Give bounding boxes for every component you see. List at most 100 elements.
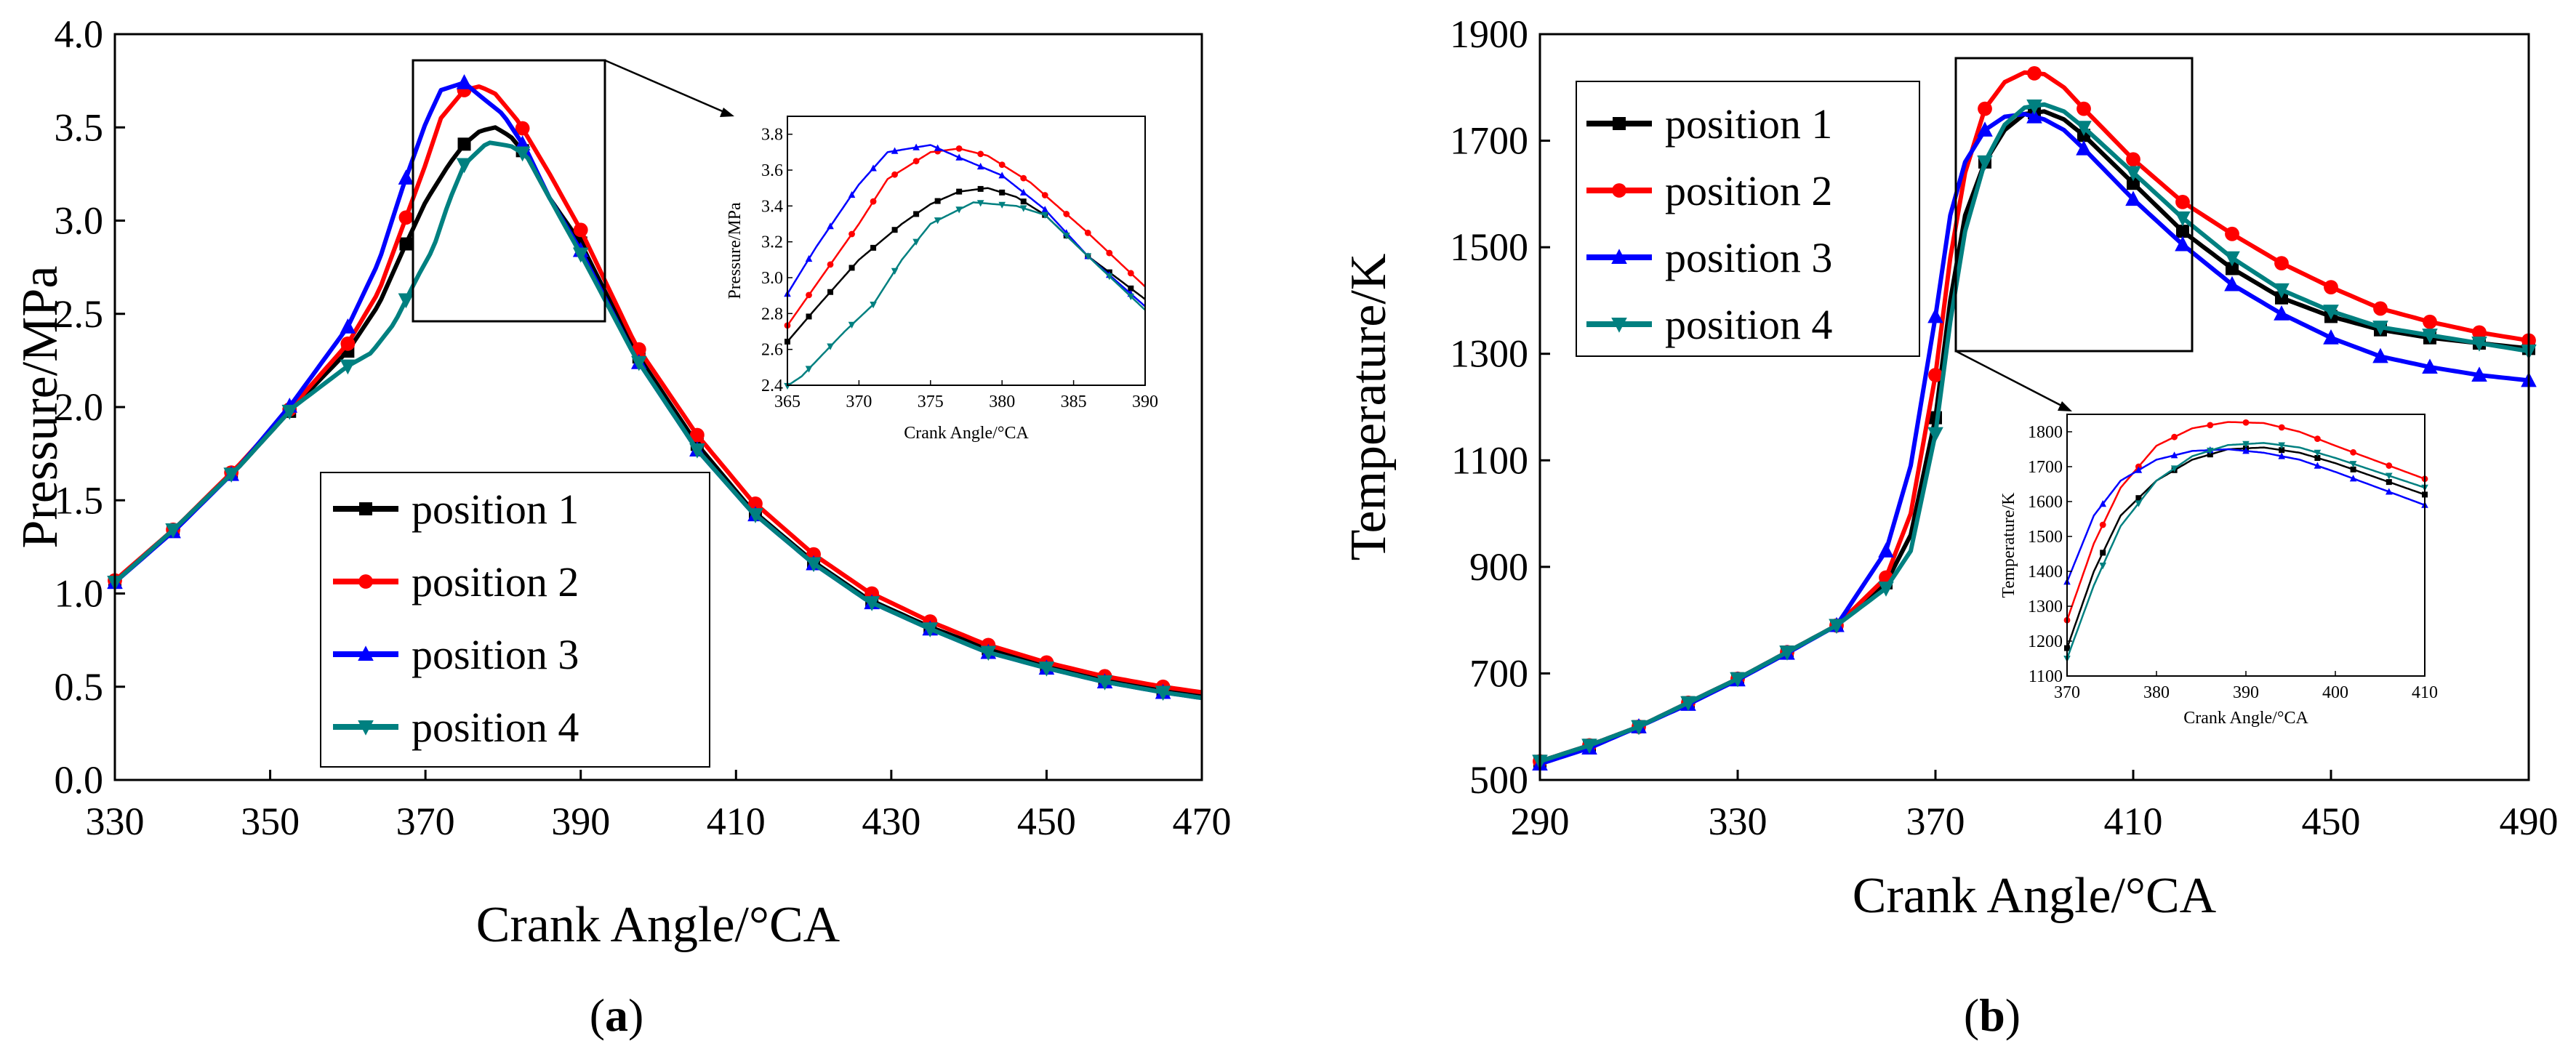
panel-b-inset-marker-position-1 xyxy=(2350,466,2356,472)
panel-a-pressure-chart: 330 350 370 390 410 430 450 470 0.0 0.5 1.0 1.5 2.0 2… xyxy=(12,12,1232,1041)
panel-b-y-tick-label: 900 xyxy=(1469,545,1528,589)
panel-a-legend-label: position 2 xyxy=(412,558,579,606)
panel-a-marker-position-4 xyxy=(1155,685,1171,701)
panel-a-legend-swatch-marker xyxy=(358,645,374,661)
panel-b-inset-x-tick-label: 400 xyxy=(2322,683,2348,702)
panel-b-marker-position-2 xyxy=(2324,280,2338,295)
panel-a-inset-marker-position-2 xyxy=(1063,211,1070,217)
panel-b-marker-position-4 xyxy=(2076,121,2092,136)
panel-b-inset-marker-position-4 xyxy=(2386,472,2393,480)
panel-a-plot-area xyxy=(107,73,1203,701)
panel-a-zoom-arrowhead xyxy=(720,108,734,117)
panel-a-legend-label: position 4 xyxy=(412,704,579,751)
panel-b-legend-swatch-marker xyxy=(1613,117,1626,130)
panel-b-ticks: 290 330 370 410 450 490 500 700 900 1100 1300 1500 1… xyxy=(1450,12,2559,843)
panel-a-inset-marker-position-4 xyxy=(848,321,856,329)
panel-b-legend-entry-position-3: position 3 xyxy=(1586,234,1832,281)
panel-a-marker-position-2 xyxy=(340,336,356,351)
panel-a-y-tick-label: 1.0 xyxy=(55,572,104,616)
panel-b-x-tick-label: 450 xyxy=(2302,800,2361,843)
panel-a-inset-marker-position-3 xyxy=(805,254,813,262)
panel-b-legend-label: position 4 xyxy=(1665,301,1832,348)
panel-b-marker-position-2 xyxy=(2423,314,2437,329)
panel-b-inset-marker-position-3 xyxy=(2099,500,2106,507)
panel-b-inset-plot-area xyxy=(2063,419,2428,663)
panel-a-inset-marker-position-1 xyxy=(934,198,941,204)
panel-b-marker-position-2 xyxy=(2077,101,2091,116)
panel-b-legend-entry-position-2: position 2 xyxy=(1586,167,1832,214)
panel-b-inset-y-tick-label: 1100 xyxy=(2029,667,2063,686)
panel-a-inset-series-position-4 xyxy=(784,200,1146,390)
panel-a-marker-position-2 xyxy=(689,427,705,443)
panel-b-legend-entry-position-4: position 4 xyxy=(1586,301,1832,348)
panel-b-inset-marker-position-2 xyxy=(2350,448,2357,456)
panel-b-plot-area xyxy=(1532,65,2537,771)
panel-a-inset-marker-position-2 xyxy=(1041,192,1048,198)
panel-b-inset-marker-position-4 xyxy=(2314,449,2322,456)
panel-b-legend-swatch-marker xyxy=(1611,249,1627,264)
panel-a-x-tick-label: 330 xyxy=(86,800,145,843)
panel-b-marker-position-4 xyxy=(2125,166,2141,182)
panel-a-inset-marker-position-4 xyxy=(805,366,813,373)
panel-b-inset-marker-position-1 xyxy=(2135,495,2142,502)
panel-a-inset: 365 370 375 380 385 390 2.4 2.6 2.8 3.0 3.2 3.4 3.6 3… xyxy=(726,116,1158,443)
panel-a-inset-marker-position-3 xyxy=(976,162,984,170)
panel-b-marker-position-3 xyxy=(2026,108,2042,124)
panel-b-marker-position-2 xyxy=(1928,368,1943,382)
panel-b-inset-marker-position-4 xyxy=(2207,447,2214,455)
panel-b-x-tick-label: 330 xyxy=(1709,800,1768,843)
panel-a-inset-y-tick-label: 3.2 xyxy=(761,233,783,252)
panel-a-inset-marker-position-3 xyxy=(870,164,877,172)
panel-b-marker-position-4 xyxy=(2323,305,2339,320)
panel-a-marker-position-4 xyxy=(514,146,531,162)
panel-a-inset-y-tick-label: 2.8 xyxy=(761,305,783,323)
panel-a-inset-marker-position-4 xyxy=(891,267,899,275)
panel-a-legend-label: position 1 xyxy=(412,486,579,533)
panel-b-marker-position-3 xyxy=(1977,121,1993,137)
panel-b-marker-position-2 xyxy=(2472,325,2487,340)
panel-a-legend-swatch-marker xyxy=(358,574,373,589)
panel-a-marker-position-4 xyxy=(980,645,997,661)
panel-a-inset-marker-position-2 xyxy=(1106,249,1113,257)
panel-a-marker-position-4 xyxy=(689,443,705,459)
panel-b-marker-position-3 xyxy=(2175,236,2191,252)
panel-a-x-tick-label: 410 xyxy=(707,800,766,843)
panel-b-y-tick-label: 1500 xyxy=(1450,225,1528,269)
panel-a-inset-marker-position-1 xyxy=(1128,285,1134,291)
panel-a-inset-marker-position-4 xyxy=(955,206,963,214)
panel-b-marker-position-4 xyxy=(1680,696,1696,712)
panel-b-marker-position-4 xyxy=(1581,739,1597,755)
panel-a-inset-marker-position-3 xyxy=(1019,188,1027,196)
panel-b-marker-position-3 xyxy=(2422,358,2438,374)
panel-b-x-tick-label: 290 xyxy=(1511,800,1570,843)
panel-a-inset-marker-position-3 xyxy=(848,190,856,198)
panel-a-y-tick-label: 1.5 xyxy=(55,478,104,522)
panel-b-inset-marker-position-3 xyxy=(2170,451,2178,459)
panel-a-inset-marker-position-1 xyxy=(827,289,834,295)
panel-a-marker-position-2 xyxy=(573,222,588,238)
panel-a-x-tick-label: 350 xyxy=(241,800,300,843)
panel-b-x-tick-label: 410 xyxy=(2104,800,2163,843)
panel-b-marker-position-4 xyxy=(1878,582,1894,597)
panel-b-inset-marker-position-1 xyxy=(2207,451,2213,458)
panel-a-marker-position-4 xyxy=(281,404,298,420)
panel-a-marker-position-4 xyxy=(1038,661,1055,677)
panel-b-inset-marker-position-2 xyxy=(2386,462,2393,469)
panel-a-inset-marker-position-4 xyxy=(1041,212,1049,219)
panel-a-x-tick-label: 470 xyxy=(1173,800,1232,843)
panel-a-inset-marker-position-4 xyxy=(1084,253,1092,260)
panel-b-marker-position-3 xyxy=(1927,307,1943,323)
panel-a-inset-marker-position-2 xyxy=(870,198,877,205)
panel-a-inset-marker-position-4 xyxy=(1062,233,1070,240)
panel-b-inset-marker-position-2 xyxy=(2207,422,2214,429)
panel-a-marker-position-2 xyxy=(398,210,414,225)
panel-b-inset-x-label: Crank Angle/°CA xyxy=(2183,709,2308,728)
panel-b-marker-position-4 xyxy=(2422,329,2438,344)
panel-a-inset-y-tick-label: 3.8 xyxy=(761,126,783,145)
panel-a-zoom-arrow xyxy=(604,59,731,116)
panel-a-inset-marker-position-4 xyxy=(1106,273,1113,281)
panel-a-marker-position-2 xyxy=(748,496,763,511)
panel-b-legend-entry-position-1: position 1 xyxy=(1586,100,1832,148)
panel-a-marker-position-4 xyxy=(864,596,880,611)
panel-a-inset-marker-position-4 xyxy=(998,201,1006,209)
